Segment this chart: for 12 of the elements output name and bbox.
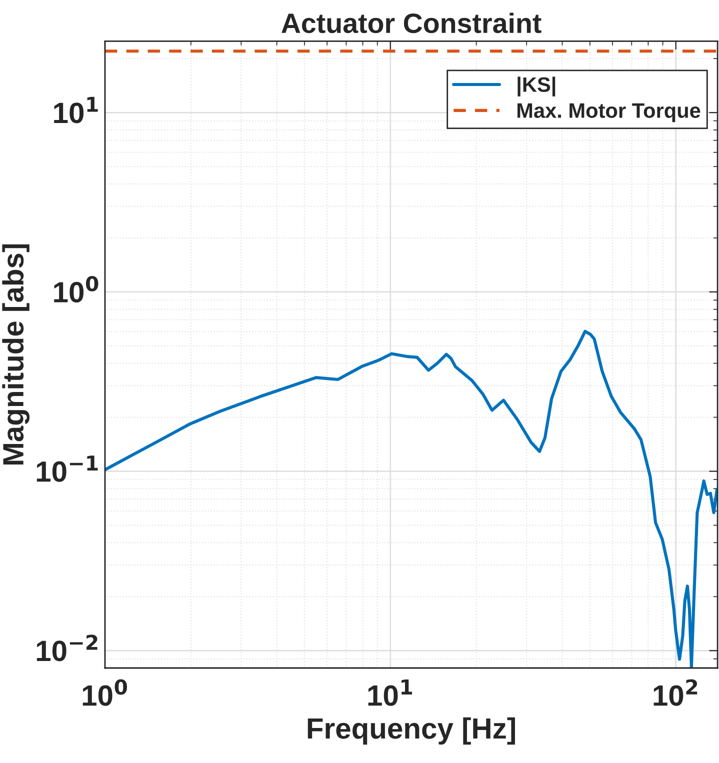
y-tick-label: 10$^{−2}$ [36,634,98,662]
x-tick-label: 10$^{0}$ [82,679,128,706]
x-tick-label: 10$^{1}$ [368,680,412,706]
x-tick-label: 10$^{2}$ [654,679,698,706]
y-tick-label: 10$^{0}$ [54,276,98,303]
y-axis-title: Magnitude [abs] [2,244,30,464]
legend-label: |KS| [518,76,556,96]
legend-label: Max. Motor Torque [517,103,700,122]
y-tick-label: 10$^{1}$ [54,96,98,124]
chart-title: Actuator Constraint [282,12,542,34]
x-axis-title: Frequency [Hz] [308,717,515,745]
y-tick-label: 10$^{−1}$ [36,456,98,482]
